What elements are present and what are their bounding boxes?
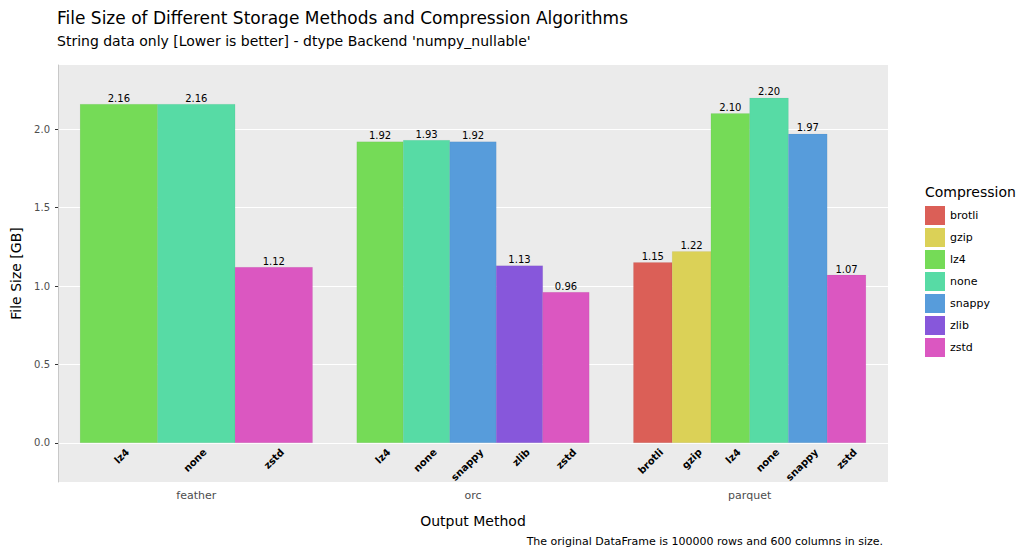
svg-text:2.20: 2.20 <box>758 86 780 97</box>
svg-text:0.5: 0.5 <box>34 359 50 370</box>
svg-text:The original DataFrame is 1000: The original DataFrame is 100000 rows an… <box>526 535 883 548</box>
svg-text:2.16: 2.16 <box>108 93 130 104</box>
svg-text:1.07: 1.07 <box>835 264 857 275</box>
svg-text:Output Method: Output Method <box>420 513 526 529</box>
svg-text:1.97: 1.97 <box>797 122 819 133</box>
svg-text:lz4: lz4 <box>112 446 131 465</box>
svg-text:none: none <box>950 275 978 288</box>
svg-text:2.10: 2.10 <box>719 102 741 113</box>
svg-text:snappy: snappy <box>449 446 486 483</box>
svg-text:brotli: brotli <box>950 209 978 222</box>
svg-text:1.92: 1.92 <box>462 130 484 141</box>
svg-text:1.93: 1.93 <box>415 129 437 140</box>
svg-text:zstd: zstd <box>554 446 579 471</box>
svg-text:0.96: 0.96 <box>555 281 577 292</box>
svg-text:lz4: lz4 <box>950 253 966 266</box>
svg-text:none: none <box>181 446 209 474</box>
svg-text:zstd: zstd <box>950 341 973 354</box>
svg-text:1.15: 1.15 <box>642 251 664 262</box>
svg-text:1.5: 1.5 <box>34 202 50 213</box>
svg-text:2.0: 2.0 <box>34 124 50 135</box>
svg-text:File Size [GB]: File Size [GB] <box>8 227 24 319</box>
svg-text:1.12: 1.12 <box>263 256 285 267</box>
svg-text:brotli: brotli <box>636 446 665 475</box>
svg-text:orc: orc <box>464 489 481 502</box>
svg-text:1.13: 1.13 <box>508 254 530 265</box>
svg-text:gzip: gzip <box>950 231 973 244</box>
svg-text:feather: feather <box>176 489 216 502</box>
svg-text:gzip: gzip <box>680 446 704 470</box>
svg-text:lz4: lz4 <box>723 446 742 465</box>
svg-text:none: none <box>411 446 439 474</box>
svg-text:zlib: zlib <box>950 319 969 332</box>
svg-text:1.22: 1.22 <box>680 240 702 251</box>
svg-text:String data only [Lower is bet: String data only [Lower is better] - dty… <box>57 33 531 49</box>
svg-text:0.0: 0.0 <box>34 437 50 448</box>
svg-text:1.92: 1.92 <box>369 130 391 141</box>
svg-text:1.0: 1.0 <box>34 281 50 292</box>
svg-text:zstd: zstd <box>834 446 859 471</box>
svg-text:File Size of Different Storage: File Size of Different Storage Methods a… <box>57 8 628 28</box>
svg-text:zlib: zlib <box>510 446 532 468</box>
svg-text:snappy: snappy <box>784 446 821 483</box>
svg-text:parquet: parquet <box>728 489 772 502</box>
svg-text:2.16: 2.16 <box>185 93 207 104</box>
svg-text:snappy: snappy <box>950 297 990 310</box>
svg-text:zstd: zstd <box>262 446 287 471</box>
svg-text:lz4: lz4 <box>373 446 392 465</box>
svg-text:Compression: Compression <box>925 184 1016 200</box>
svg-text:none: none <box>754 446 782 474</box>
